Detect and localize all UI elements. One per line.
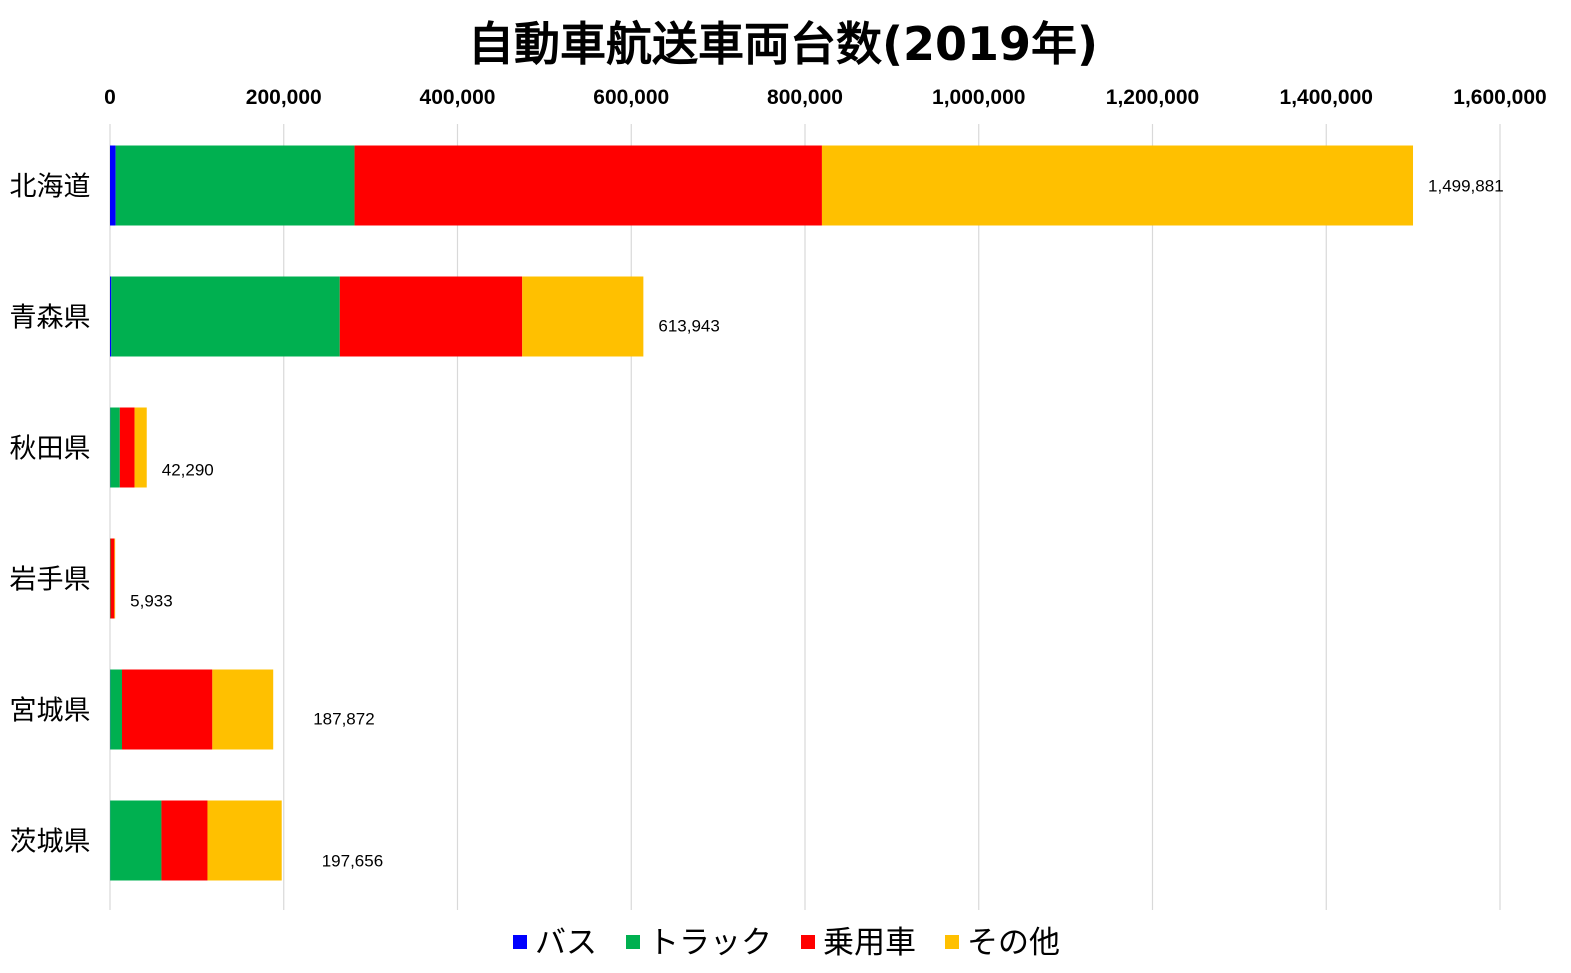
category-label: 秋田県 — [10, 434, 91, 465]
total-labels: 1,499,881 613,943 42,290 5,933 187,872 197,65… — [130, 177, 1504, 871]
legend-label: その他 — [967, 925, 1060, 961]
bar-segment — [212, 669, 274, 750]
legend-swatch — [801, 935, 815, 949]
total-label: 42,290 — [162, 461, 214, 480]
chart-title: 自動車航送車両台数(2019年) — [468, 17, 1098, 71]
x-tick-label: 1,000,000 — [932, 86, 1025, 109]
x-tick-label: 1,200,000 — [1106, 86, 1199, 109]
x-tick-label: 0 — [104, 86, 116, 109]
legend-label: トラック — [648, 925, 772, 961]
x-tick-label: 1,600,000 — [1453, 86, 1546, 109]
x-tick-label: 1,400,000 — [1280, 86, 1373, 109]
bar-segment — [522, 276, 644, 357]
bar-segment — [110, 800, 162, 881]
category-label: 茨城県 — [10, 827, 91, 858]
bar-segment — [821, 145, 1414, 226]
bar-segment — [110, 538, 115, 619]
bar-segment — [339, 276, 523, 357]
category-label: 北海道 — [10, 172, 91, 203]
bar-segment — [110, 145, 116, 226]
bar-segment — [161, 800, 208, 881]
total-label: 1,499,881 — [1428, 177, 1504, 196]
bar-segment — [207, 800, 282, 881]
x-tick-label: 400,000 — [420, 86, 496, 109]
x-tick-label: 200,000 — [246, 86, 322, 109]
bar-segment — [110, 669, 122, 750]
bars — [110, 145, 1414, 881]
bar-segment — [114, 538, 116, 619]
x-axis-ticks: 0 200,000 400,000 600,000 800,000 1,000,000 1,… — [104, 86, 1547, 109]
category-label: 青森県 — [10, 303, 91, 334]
bar-segment — [111, 276, 340, 357]
gridlines — [109, 124, 1501, 910]
bar-segment — [115, 145, 355, 226]
bar-segment — [119, 407, 135, 488]
bar-segment — [110, 407, 120, 488]
category-label: 岩手県 — [10, 565, 91, 596]
x-tick-label: 800,000 — [767, 86, 843, 109]
legend-swatch — [626, 935, 640, 949]
bar-segment — [134, 407, 147, 488]
total-label: 613,943 — [658, 317, 719, 336]
x-tick-label: 600,000 — [593, 86, 669, 109]
legend-label: バス — [535, 925, 597, 961]
legend: バス トラック 乗用車 その他 — [513, 925, 1060, 961]
category-label: 宮城県 — [10, 696, 91, 727]
total-label: 197,656 — [322, 852, 383, 871]
bar-segment — [121, 669, 213, 750]
total-label: 5,933 — [130, 592, 173, 611]
total-label: 187,872 — [313, 710, 374, 729]
bar-segment — [354, 145, 822, 226]
legend-label: 乗用車 — [823, 925, 916, 961]
legend-swatch — [513, 935, 527, 949]
legend-swatch — [945, 935, 959, 949]
bar-segment — [110, 276, 112, 357]
